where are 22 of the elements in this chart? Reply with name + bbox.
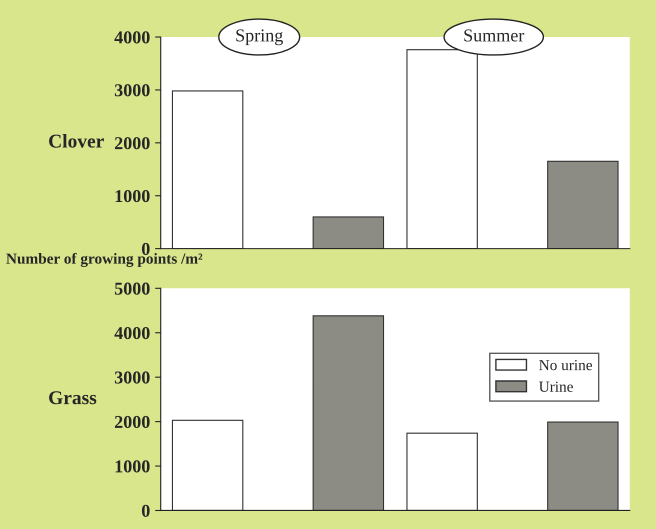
y-tick-label: 1000 [116,190,150,202]
legend-label: No urine [539,360,592,370]
y-tick-label: 0 [142,504,150,517]
y-tick-label: 2000 [114,416,150,428]
bar [547,422,619,510]
y-tick-label: 4000 [114,31,150,44]
y-tick-label: 0 [142,242,150,256]
bar [312,315,384,510]
x-tick-label: Summer [464,29,524,42]
legend-label: Urine [538,382,573,392]
y-tick-label: 3000 [114,371,150,384]
text: Clover [49,134,104,148]
bar [312,216,384,249]
y-tick-label: 5000 [114,282,150,295]
y-tick-label: 1000 [116,460,150,472]
x-tick-label: Spring [236,29,283,46]
y-tick-label: 4000 [114,327,150,340]
y-tick-label: 3000 [114,84,150,96]
y-tick-label: 2000 [114,137,150,150]
y-axis-title: Number of growing points /m² [6,252,202,267]
bar [547,160,619,249]
text: Grass [49,391,96,404]
